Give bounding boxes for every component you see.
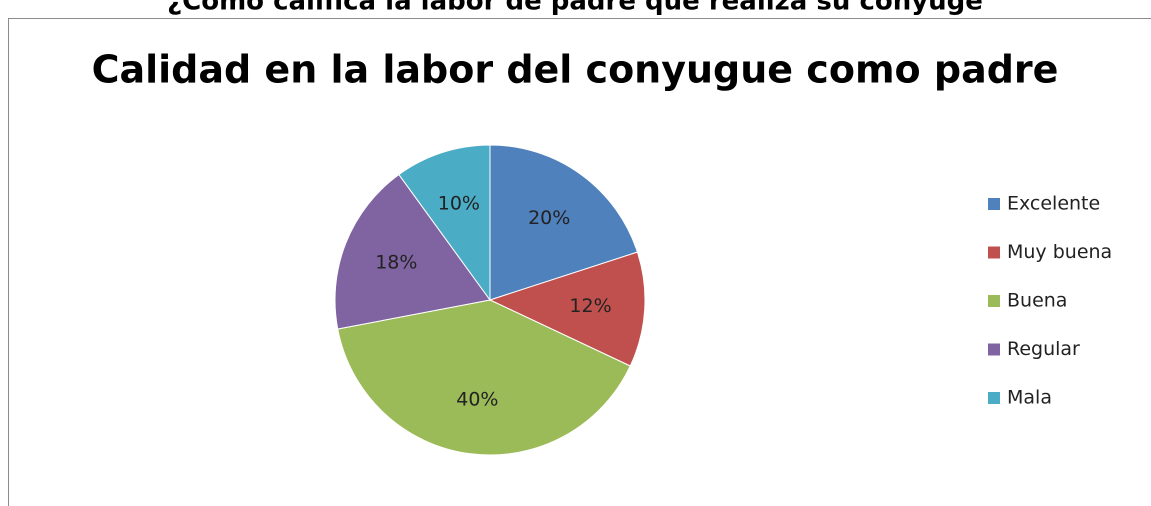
legend-label: Buena xyxy=(1007,290,1067,312)
data-label: 40% xyxy=(456,388,498,410)
data-label: 12% xyxy=(569,295,611,317)
legend-label: Mala xyxy=(1007,387,1052,409)
data-label: 10% xyxy=(438,193,480,215)
legend-swatch xyxy=(988,198,1000,210)
legend-label: Excelente xyxy=(1007,193,1100,215)
data-label: 18% xyxy=(375,251,417,273)
pie-slice xyxy=(489,144,639,301)
legend-label: Muy buena xyxy=(1007,241,1112,263)
legend-swatch xyxy=(988,295,1000,307)
question-header: ¿Cómo califica la labor de padre que rea… xyxy=(167,0,983,17)
pie-slice xyxy=(488,251,646,367)
legend-label: Regular xyxy=(1007,338,1080,360)
legend-swatch xyxy=(988,392,1000,404)
chart-title: Calidad en la labor del conyugue como pa… xyxy=(92,48,1059,92)
pie-slice xyxy=(398,144,491,302)
legend-swatch xyxy=(988,343,1000,356)
pie-slice xyxy=(334,173,491,330)
pie-slice xyxy=(337,299,631,456)
legend-swatch xyxy=(988,246,1000,259)
data-label: 20% xyxy=(528,207,570,229)
